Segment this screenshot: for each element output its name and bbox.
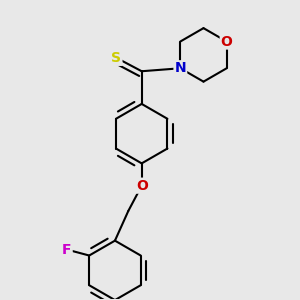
Text: O: O [221, 34, 232, 49]
Text: F: F [62, 243, 72, 256]
Text: O: O [136, 179, 148, 193]
Text: N: N [175, 61, 186, 75]
Text: S: S [111, 51, 122, 65]
